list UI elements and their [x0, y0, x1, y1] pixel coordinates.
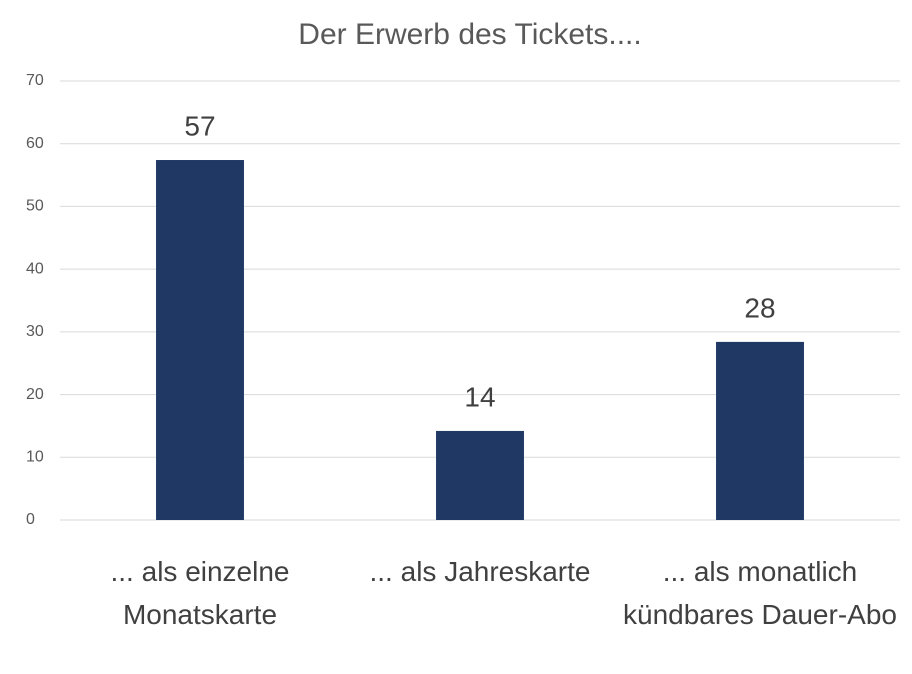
bar — [436, 430, 524, 520]
data-label: 28 — [744, 292, 775, 323]
data-label: 57 — [184, 110, 215, 141]
chart-title: Der Erwerb des Tickets.... — [298, 18, 641, 51]
y-tick-label: 60 — [26, 135, 44, 152]
y-tick-label: 10 — [26, 449, 44, 466]
y-tick-label: 50 — [26, 198, 44, 215]
x-tick-label: ... als Jahreskarte — [369, 556, 591, 587]
y-tick-label: 70 — [26, 72, 44, 89]
y-tick-label: 30 — [26, 323, 44, 340]
bar — [156, 160, 244, 520]
y-tick-label: 20 — [26, 386, 44, 403]
y-tick-label: 40 — [26, 260, 44, 277]
x-tick-label: ... als einzelne Monatskarte — [110, 556, 290, 630]
bar — [716, 341, 804, 520]
y-tick-label: 0 — [26, 511, 35, 528]
data-label: 14 — [464, 381, 495, 412]
x-tick-label: ... als monatlich kündbares Dauer-Abo — [623, 556, 897, 630]
